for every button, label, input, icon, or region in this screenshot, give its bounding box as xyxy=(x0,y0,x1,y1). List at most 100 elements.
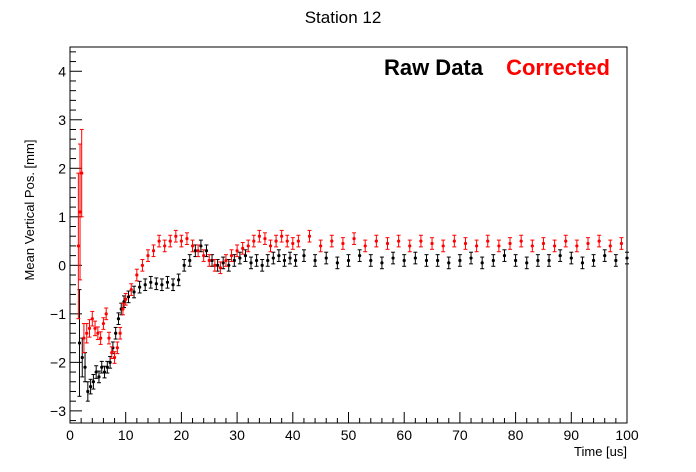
data-point xyxy=(480,261,484,265)
data-point xyxy=(369,258,373,263)
data-point xyxy=(536,258,540,263)
data-point xyxy=(83,365,87,369)
x-tick-label: 100 xyxy=(615,427,639,443)
data-point xyxy=(132,290,136,294)
data-point xyxy=(124,297,128,301)
data-point xyxy=(254,258,259,263)
y-tick-label: 0 xyxy=(58,257,66,273)
data-point xyxy=(238,256,242,260)
data-point xyxy=(246,244,250,248)
data-point xyxy=(430,241,434,246)
data-point xyxy=(101,321,106,326)
data-point xyxy=(475,244,479,248)
data-point xyxy=(266,258,270,263)
data-point xyxy=(413,256,417,260)
data-point xyxy=(174,234,178,238)
data-point xyxy=(140,263,145,267)
data-point xyxy=(491,258,495,263)
x-tick-label: 60 xyxy=(396,427,412,443)
data-point xyxy=(419,239,423,243)
data-point xyxy=(436,258,440,263)
data-point xyxy=(77,341,82,345)
data-point xyxy=(96,331,100,335)
data-point xyxy=(397,239,401,243)
data-point xyxy=(121,307,125,311)
data-point xyxy=(171,283,175,287)
data-point xyxy=(163,244,167,248)
data-point xyxy=(190,244,195,248)
data-point xyxy=(115,346,119,350)
data-point xyxy=(603,254,607,258)
data-point xyxy=(346,258,351,263)
x-tick-label: 90 xyxy=(564,427,580,443)
y-axis: −3 −2 −1 0 1 2 3 4 xyxy=(50,51,82,422)
data-point xyxy=(463,241,468,246)
data-point xyxy=(441,244,445,248)
data-point xyxy=(146,254,150,258)
data-point xyxy=(580,261,585,265)
data-point xyxy=(154,282,158,286)
data-point xyxy=(97,375,101,379)
data-point xyxy=(508,241,512,246)
data-point xyxy=(486,239,490,243)
data-point xyxy=(380,261,384,265)
data-point xyxy=(408,244,412,248)
data-point xyxy=(138,285,142,289)
data-point xyxy=(243,254,248,258)
data-point xyxy=(324,256,328,260)
data-point xyxy=(307,234,312,238)
data-point xyxy=(558,254,562,258)
data-point xyxy=(469,256,473,260)
data-point xyxy=(282,258,287,263)
data-point xyxy=(107,336,111,340)
data-point xyxy=(90,317,94,321)
data-point xyxy=(196,249,200,253)
data-point xyxy=(330,239,334,243)
data-point xyxy=(207,258,211,263)
data-point xyxy=(260,263,264,267)
x-tick-label: 0 xyxy=(66,427,74,443)
data-point xyxy=(519,239,523,243)
data-point xyxy=(614,258,618,263)
data-point xyxy=(188,258,192,263)
y-tick-label: 3 xyxy=(58,112,66,128)
data-point xyxy=(143,283,147,287)
data-point xyxy=(358,254,362,258)
x-tick-label: 70 xyxy=(452,427,468,443)
x-axis: 0 10 20 30 40 50 60 70 80 90 100 xyxy=(66,412,639,443)
data-point xyxy=(86,389,90,394)
data-point xyxy=(157,239,161,243)
data-point xyxy=(625,256,629,260)
data-point xyxy=(257,234,261,238)
y-tick-label: −3 xyxy=(50,403,66,419)
data-point xyxy=(277,254,281,258)
data-point xyxy=(608,244,612,248)
y-tick-label: 4 xyxy=(58,63,66,79)
y-tick-label: 1 xyxy=(58,209,66,225)
data-point xyxy=(216,263,220,267)
data-point xyxy=(313,258,317,263)
data-point xyxy=(89,385,93,389)
data-point xyxy=(525,261,529,265)
x-tick-label: 50 xyxy=(341,427,357,443)
data-point xyxy=(575,244,579,248)
data-point xyxy=(78,210,82,214)
data-point xyxy=(274,239,278,243)
data-point xyxy=(80,355,84,360)
data-point xyxy=(182,263,186,267)
plot-frame xyxy=(69,46,628,424)
data-point xyxy=(564,239,568,243)
y-axis-title: Mean Vertical Pos. [mm] xyxy=(22,140,37,281)
data-point xyxy=(424,258,429,263)
data-point xyxy=(218,266,222,270)
data-point xyxy=(341,241,345,246)
data-point xyxy=(497,244,501,248)
data-point xyxy=(447,261,451,265)
data-point xyxy=(114,331,118,335)
data-point xyxy=(149,280,153,284)
data-point xyxy=(619,241,624,246)
data-point xyxy=(82,336,86,340)
data-point xyxy=(402,258,406,263)
data-point xyxy=(271,256,275,260)
data-point xyxy=(547,258,551,263)
